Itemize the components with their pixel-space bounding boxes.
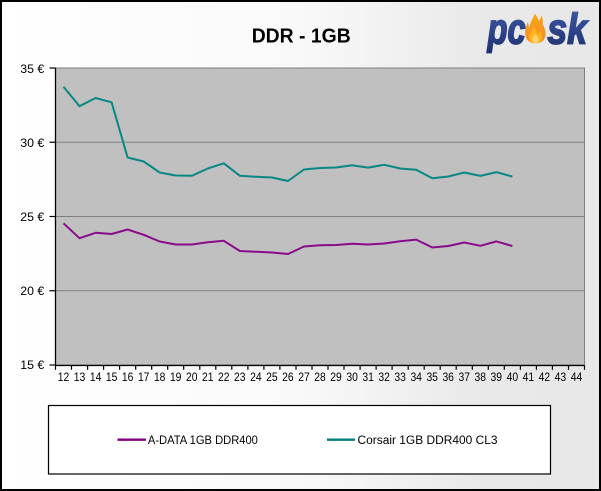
svg-text:35: 35 — [426, 370, 438, 384]
svg-text:31: 31 — [362, 370, 374, 384]
svg-text:34: 34 — [410, 370, 422, 384]
svg-text:28: 28 — [314, 370, 326, 384]
svg-text:36: 36 — [442, 370, 454, 384]
svg-text:Corsair 1GB DDR400 CL3: Corsair 1GB DDR400 CL3 — [358, 435, 498, 447]
svg-text:sk: sk — [547, 5, 588, 53]
svg-text:25 €: 25 € — [20, 210, 44, 224]
svg-text:37: 37 — [459, 370, 471, 384]
svg-text:27: 27 — [298, 370, 310, 384]
svg-text:38: 38 — [475, 370, 487, 384]
svg-text:12: 12 — [58, 370, 70, 384]
svg-text:40: 40 — [507, 370, 519, 384]
svg-text:17: 17 — [138, 370, 150, 384]
svg-text:A-DATA 1GB DDR400: A-DATA 1GB DDR400 — [148, 435, 258, 447]
svg-text:39: 39 — [491, 370, 503, 384]
svg-text:26: 26 — [282, 370, 294, 384]
svg-text:29: 29 — [330, 370, 342, 384]
svg-text:DDR - 1GB: DDR - 1GB — [252, 24, 351, 47]
svg-text:20: 20 — [186, 370, 198, 384]
svg-text:44: 44 — [571, 370, 583, 384]
svg-text:43: 43 — [555, 370, 567, 384]
svg-text:pc: pc — [487, 5, 526, 53]
svg-text:22: 22 — [218, 370, 230, 384]
svg-text:23: 23 — [234, 370, 246, 384]
svg-text:20 €: 20 € — [20, 284, 44, 298]
svg-text:25: 25 — [266, 370, 278, 384]
svg-text:42: 42 — [539, 370, 551, 384]
svg-text:15 €: 15 € — [20, 358, 44, 372]
svg-text:21: 21 — [202, 370, 214, 384]
svg-text:18: 18 — [154, 370, 166, 384]
svg-text:32: 32 — [378, 370, 390, 384]
svg-text:19: 19 — [170, 370, 182, 384]
svg-text:30: 30 — [346, 370, 358, 384]
svg-text:15: 15 — [106, 370, 118, 384]
svg-text:33: 33 — [394, 370, 406, 384]
svg-text:41: 41 — [523, 370, 535, 384]
svg-text:24: 24 — [250, 370, 262, 384]
svg-text:16: 16 — [122, 370, 134, 384]
svg-text:14: 14 — [90, 370, 102, 384]
svg-text:30 €: 30 € — [20, 136, 44, 150]
svg-text:13: 13 — [74, 370, 86, 384]
svg-text:35 €: 35 € — [20, 62, 44, 76]
